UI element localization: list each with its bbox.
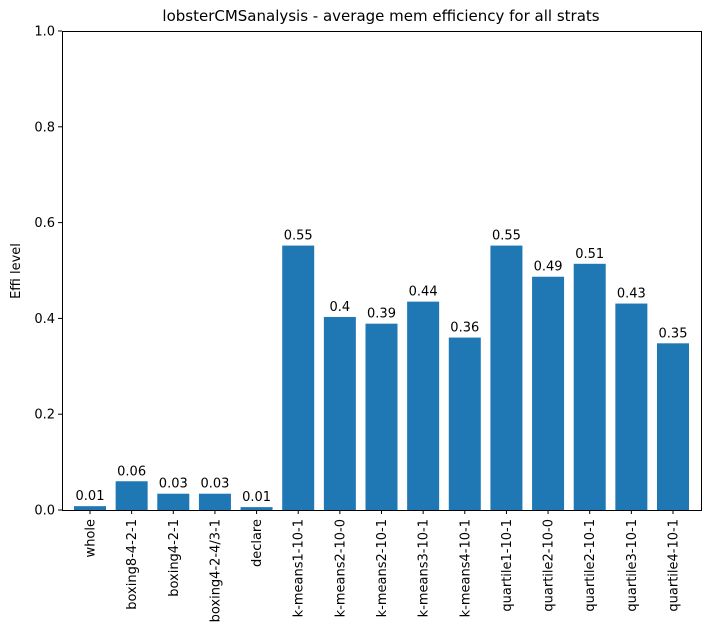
y-tick-label: 0.4	[34, 312, 55, 327]
x-tick-label: quartile1-10-1	[500, 519, 515, 612]
x-axis-ticks: whole boxing8-4-2-1 boxing4-2-1 boxing4-2-4…	[84, 510, 682, 622]
bar	[573, 263, 606, 510]
bar	[115, 481, 148, 510]
x-tick-label: whole	[84, 519, 99, 557]
bar-value-label: 0.36	[450, 321, 479, 336]
bar-value-label: 0.39	[367, 307, 396, 322]
x-tick-label: boxing4-2-1	[167, 519, 182, 597]
x-tick-label: k-means2-10-1	[375, 519, 390, 617]
y-tick-label: 0.8	[34, 120, 55, 135]
bar	[198, 493, 231, 510]
bar	[532, 276, 565, 510]
bars-group	[74, 245, 689, 511]
y-tick-label: 0.2	[34, 408, 55, 423]
bar	[74, 506, 106, 510]
x-tick-label: k-means4-10-1	[458, 519, 473, 617]
bar-value-label: 0.01	[242, 490, 271, 505]
bar	[615, 303, 648, 510]
x-tick-label: boxing8-4-2-1	[125, 519, 140, 610]
y-axis-ticks: 0.0 0.2 0.4 0.6 0.8 1.0	[34, 25, 62, 519]
bar-value-label: 0.03	[159, 477, 188, 492]
bar-value-label: 0.55	[284, 229, 313, 244]
bar	[157, 493, 190, 510]
x-tick-label: k-means3-10-1	[417, 519, 432, 617]
bar-value-label: 0.4	[330, 300, 351, 315]
bar-value-label: 0.44	[409, 285, 438, 300]
bar-value-label: 0.03	[200, 477, 229, 492]
x-tick-label: k-means1-10-1	[292, 519, 307, 617]
bar	[365, 323, 398, 510]
bar-value-label: 0.51	[575, 247, 604, 262]
bar	[240, 507, 273, 510]
bar	[282, 245, 315, 511]
y-tick-label: 1.0	[34, 25, 55, 40]
x-tick-label: declare	[250, 519, 265, 567]
y-tick-label: 0.0	[34, 504, 55, 519]
x-tick-label: boxing4-2-4/3-1	[208, 519, 223, 622]
bar-value-label: 0.49	[534, 260, 563, 275]
bar-value-label: 0.43	[617, 287, 646, 302]
bar	[490, 245, 523, 511]
plot-frame	[62, 31, 702, 511]
y-axis-label: Effi level	[9, 243, 24, 299]
y-tick-label: 0.6	[34, 216, 55, 231]
bar-value-label: 0.06	[117, 464, 146, 479]
chart-title: lobsterCMSanalysis - average mem efficie…	[162, 7, 599, 25]
x-tick-label: quartile3-10-1	[625, 519, 640, 612]
x-tick-label: k-means2-10-0	[333, 519, 348, 617]
bar	[657, 343, 689, 510]
x-tick-label: quartile2-10-1	[583, 519, 598, 612]
bar-value-label: 0.55	[492, 229, 521, 244]
bar-value-label: 0.01	[76, 489, 105, 504]
bar	[448, 337, 481, 510]
bar	[323, 316, 356, 510]
bar	[407, 301, 440, 510]
bar-labels-group: 0.01 0.06 0.03 0.03 0.01 0.55 0.4 0.39 0.44 0.36 0…	[76, 229, 688, 506]
x-tick-label: quartile4-10-1	[667, 519, 682, 612]
bar-value-label: 0.35	[659, 326, 688, 341]
x-tick-label: quartile2-10-0	[542, 519, 557, 612]
